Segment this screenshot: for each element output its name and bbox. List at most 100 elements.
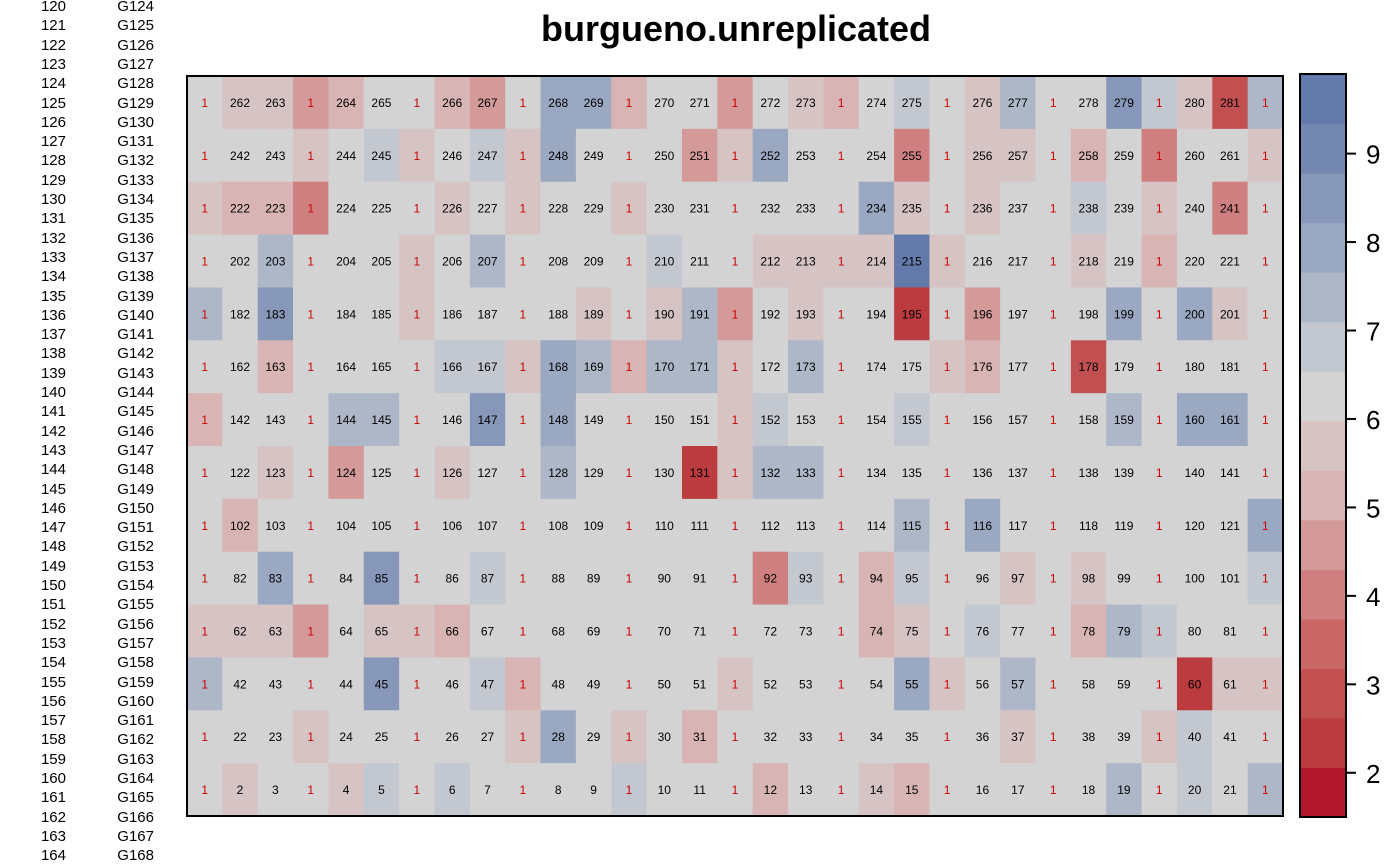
list-item: 164 G168 (0, 846, 170, 865)
list-item: 135 G139 (0, 287, 170, 306)
color-key-swatch (1300, 519, 1346, 570)
list-item: 150 G154 (0, 576, 170, 595)
heatmap-cell (1106, 604, 1143, 659)
cell-label: 272 (760, 96, 780, 110)
heatmap-cell (1035, 340, 1072, 394)
cell-label: 223 (265, 202, 285, 216)
heatmap-cell (929, 763, 966, 817)
cell-label: 207 (478, 255, 498, 269)
cell-label: 1 (413, 255, 420, 269)
heatmap-cell (929, 393, 966, 447)
heatmap-cell (1070, 128, 1107, 183)
cell-label: 1 (307, 572, 314, 586)
cell-label: 114 (867, 519, 886, 533)
heatmap-cell (1247, 128, 1284, 183)
cell-label: 155 (902, 413, 922, 427)
cell-label: 129 (584, 466, 604, 480)
cell-label: 76 (976, 625, 990, 639)
cell-label: 1 (1156, 202, 1163, 216)
cell-label: 277 (1008, 96, 1028, 110)
cell-label: 175 (902, 360, 922, 374)
list-item-genotype: G167 (117, 827, 154, 845)
cell-label: 36 (976, 730, 990, 744)
heatmap-cell (611, 551, 648, 606)
heatmap-cell (1141, 604, 1178, 659)
heatmap-cell (187, 604, 223, 659)
list-item: 151 G155 (0, 595, 170, 614)
heatmap-cell (540, 128, 577, 183)
cell-label: 1 (413, 466, 420, 480)
list-item: 161 G165 (0, 788, 170, 807)
cell-label: 1 (413, 625, 420, 639)
cell-label: 47 (481, 677, 495, 691)
heatmap-cell (575, 287, 612, 341)
heatmap-cell (788, 657, 824, 711)
list-item-genotype: G148 (117, 461, 154, 479)
heatmap-cell (187, 710, 223, 764)
cell-label: 1 (413, 730, 420, 744)
heatmap-cell (434, 710, 471, 764)
heatmap-cell (1176, 710, 1213, 764)
color-key-swatch (1300, 767, 1346, 818)
heatmap-cell (540, 763, 577, 817)
cell-label: 1 (1050, 730, 1057, 744)
cell-label: 1 (944, 413, 951, 427)
color-key-tick-label: 5 (1366, 493, 1380, 523)
cell-label: 169 (584, 360, 604, 374)
heatmap-cell (788, 128, 824, 183)
cell-label: 260 (1185, 149, 1205, 163)
heatmap-cell (399, 234, 436, 289)
heatmap-cell (929, 76, 966, 130)
heatmap-cell (681, 340, 718, 394)
heatmap-cell (257, 393, 294, 447)
cell-label: 1 (732, 96, 739, 110)
heatmap-cell (964, 128, 1001, 183)
cell-label: 1 (1156, 149, 1163, 163)
cell-label: 8 (555, 783, 562, 797)
heatmap-cell (1070, 551, 1107, 606)
cell-label: 268 (548, 96, 568, 110)
heatmap-cell (1106, 446, 1143, 500)
cell-label: 97 (1011, 572, 1025, 586)
heatmap-cell (1141, 76, 1178, 130)
heatmap-cell (293, 657, 330, 711)
cell-label: 23 (269, 730, 283, 744)
list-item-genotype: G147 (117, 441, 154, 459)
heatmap-cell (1035, 604, 1072, 659)
heatmap-cell (1247, 287, 1284, 341)
heatmap-cell (929, 234, 966, 289)
cell-label: 269 (584, 96, 604, 110)
list-item: 138 G142 (0, 344, 170, 363)
heatmap-cell (717, 128, 754, 183)
list-item-genotype: G163 (117, 750, 154, 768)
list-item-index: 125 (40, 94, 66, 112)
heatmap-cell (717, 763, 754, 817)
heatmap-cell (222, 763, 259, 817)
cell-label: 154 (866, 413, 886, 427)
cell-label: 273 (796, 96, 816, 110)
cell-label: 6 (449, 783, 456, 797)
cell-label: 1 (413, 149, 420, 163)
heatmap-cell (505, 551, 542, 606)
list-item-index: 132 (40, 229, 66, 247)
heatmap-cell (1247, 763, 1284, 817)
heatmap-cell (293, 446, 330, 500)
cell-label: 1 (1262, 307, 1269, 321)
cell-label: 167 (478, 360, 498, 374)
cell-label: 250 (654, 149, 674, 163)
cell-label: 66 (445, 625, 459, 639)
color-key-tick-label: 8 (1366, 228, 1380, 258)
list-item-genotype: G166 (117, 808, 154, 826)
heatmap-cell (399, 128, 436, 183)
cell-label: 145 (371, 413, 391, 427)
list-item: 156 G160 (0, 692, 170, 711)
cell-label: 1 (838, 730, 845, 744)
heatmap-cell (788, 498, 824, 553)
cell-label: 1 (944, 572, 951, 586)
heatmap-cell (1070, 710, 1107, 764)
list-item-genotype: G164 (117, 770, 154, 787)
cell-label: 1 (520, 730, 527, 744)
cell-label: 1 (838, 149, 845, 163)
list-item-genotype: G151 (117, 519, 154, 537)
heatmap-cell (929, 498, 966, 553)
